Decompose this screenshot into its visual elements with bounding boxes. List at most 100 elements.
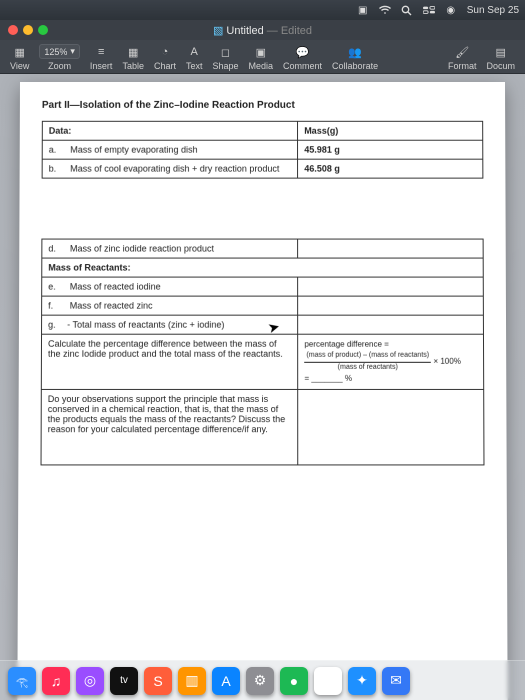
zoom-button[interactable]: 125% ▾ Zoom [35, 44, 84, 71]
view-icon: ▦ [12, 45, 28, 59]
comment-icon: 💬 [295, 45, 311, 59]
zoom-icon[interactable] [38, 25, 48, 35]
table-row[interactable]: e. Mass of reacted iodine [42, 277, 484, 296]
control-center-icon[interactable] [423, 4, 435, 16]
row-text: Mass of zinc iodide reaction product [70, 244, 214, 254]
row-label: f. [48, 301, 62, 311]
media-icon: ▣ [253, 45, 269, 59]
chart-button[interactable]: ◔ Chart [150, 45, 180, 71]
comment-button[interactable]: 💬 Comment [279, 45, 326, 71]
calc-label: Calculate the percentage difference betw… [41, 334, 298, 389]
format-icon: 🖌 [454, 45, 470, 59]
window-title: Untitled [226, 25, 263, 37]
chart-label: Chart [154, 61, 176, 71]
comment-label: Comment [283, 61, 322, 71]
macos-menubar: ▣ ◉ Sun Sep 25 [0, 0, 525, 20]
text-label: Text [186, 61, 203, 71]
table-row[interactable]: f. Mass of reacted zinc [42, 296, 484, 315]
shape-label: Shape [212, 61, 238, 71]
collaborate-icon: 👥 [347, 45, 363, 59]
row-value: 45.981 g [298, 140, 483, 159]
formula-tail: × 100% [433, 357, 461, 366]
dock-app-finder[interactable]: 𓂀 [8, 667, 36, 695]
dock-app-safari[interactable]: ✦ [348, 667, 376, 695]
insert-icon: ≡ [93, 45, 109, 59]
chart-icon: ◔ [157, 45, 173, 59]
table-row[interactable]: a. Mass of empty evaporating dish 45.981… [42, 140, 483, 159]
siri-icon[interactable]: ◉ [445, 4, 457, 16]
page[interactable]: Part II—Isolation of the Zinc–Iodine Rea… [17, 82, 507, 700]
row-text: Mass of cool evaporating dish + dry reac… [70, 164, 279, 174]
zoom-select[interactable]: 125% ▾ [39, 44, 80, 59]
menubar-date[interactable]: Sun Sep 25 [467, 5, 519, 16]
media-button[interactable]: ▣ Media [245, 45, 278, 71]
chevron-down-icon: ▾ [70, 46, 75, 57]
dock-app-shortcuts[interactable]: S [144, 667, 172, 695]
table-icon: ▦ [125, 45, 141, 59]
dock-app-music[interactable]: ♫ [42, 667, 70, 695]
row-text: Mass of reacted iodine [70, 282, 161, 292]
shape-icon: ◻ [218, 45, 234, 59]
table-row[interactable]: d. Mass of zinc iodide reaction product [42, 239, 483, 258]
window-titlebar: ▧ Untitled — Edited [0, 20, 525, 40]
table-row[interactable]: Do your observations support the princip… [41, 389, 484, 464]
media-label: Media [249, 61, 274, 71]
collaborate-button[interactable]: 👥 Collaborate [328, 45, 382, 71]
close-icon[interactable] [8, 25, 18, 35]
dock-app-books[interactable]: ▥ [178, 667, 206, 695]
row-label: b. [49, 164, 63, 174]
document-button[interactable]: ▤ Docum [482, 45, 519, 71]
row-label: g. [48, 320, 62, 330]
table-row[interactable]: g. - Total mass of reactants (zinc + iod… [42, 315, 484, 334]
dock-app-chrome[interactable]: ◉ [314, 667, 342, 695]
row-label: d. [48, 244, 62, 254]
collaborate-label: Collaborate [332, 61, 378, 71]
row-label: e. [48, 282, 62, 292]
data-table-1[interactable]: Data: Mass(g) a. Mass of empty evaporati… [42, 121, 484, 179]
dock-app-sys[interactable]: ⚙ [246, 667, 274, 695]
dock-app-appletv[interactable]: tv [110, 667, 138, 695]
app-toolbar: ▦ View 125% ▾ Zoom ≡ Insert ▦ Table ◔ Ch… [0, 40, 525, 74]
row-text: Mass of empty evaporating dish [70, 145, 197, 155]
search-icon[interactable] [401, 4, 413, 16]
row-text: - Total mass of reactants (zinc + iodine… [67, 320, 224, 330]
discuss-text: Do your observations support the princip… [41, 389, 298, 464]
row-value: 46.508 g [298, 159, 483, 178]
table-row[interactable]: b. Mass of cool evaporating dish + dry r… [42, 159, 483, 178]
table-row[interactable]: Calculate the percentage difference betw… [41, 334, 483, 389]
minimize-icon[interactable] [23, 25, 33, 35]
subhead: Mass of Reactants: [42, 258, 484, 277]
shape-button[interactable]: ◻ Shape [208, 45, 242, 71]
formula-num: (mass of product) – (mass of reactants) [304, 351, 431, 363]
format-label: Format [448, 61, 477, 71]
edited-label: — Edited [267, 25, 312, 37]
doc-icon: ▧ [213, 25, 223, 37]
traffic-lights[interactable] [0, 25, 48, 35]
zoom-label: Zoom [48, 61, 71, 71]
wifi-icon [379, 4, 391, 16]
dock-app-mail[interactable]: ✉ [382, 667, 410, 695]
document-canvas[interactable]: Part II—Isolation of the Zinc–Iodine Rea… [0, 74, 525, 700]
dock-app-podcasts[interactable]: ◎ [76, 667, 104, 695]
view-button[interactable]: ▦ View [6, 45, 33, 71]
row-text: Mass of reacted zinc [70, 301, 153, 311]
formula-cell: percentage difference = (mass of product… [298, 334, 484, 389]
formula-lead: percentage difference = [304, 340, 389, 349]
section-title: Part II—Isolation of the Zinc–Iodine Rea… [42, 100, 483, 111]
data-table-2[interactable]: d. Mass of zinc iodide reaction product … [41, 239, 485, 466]
text-button[interactable]: A Text [182, 45, 207, 71]
dock-app-spotify[interactable]: ● [280, 667, 308, 695]
insert-label: Insert [90, 61, 113, 71]
zoom-value: 125% [44, 47, 67, 57]
formula-den: (mass of reactants) [304, 362, 431, 373]
macos-dock[interactable]: 𓂀♫◎tvS▥A⚙●◉✦✉ [0, 660, 525, 700]
document-icon: ▤ [493, 45, 509, 59]
table-button[interactable]: ▦ Table [118, 45, 148, 71]
view-label: View [10, 61, 29, 71]
format-button[interactable]: 🖌 Format [444, 45, 481, 71]
insert-button[interactable]: ≡ Insert [86, 45, 117, 71]
dock-app-appstore[interactable]: A [212, 667, 240, 695]
document-label: Docum [486, 61, 515, 71]
blank-pct: = _______ % [304, 374, 352, 383]
table-label: Table [122, 61, 144, 71]
